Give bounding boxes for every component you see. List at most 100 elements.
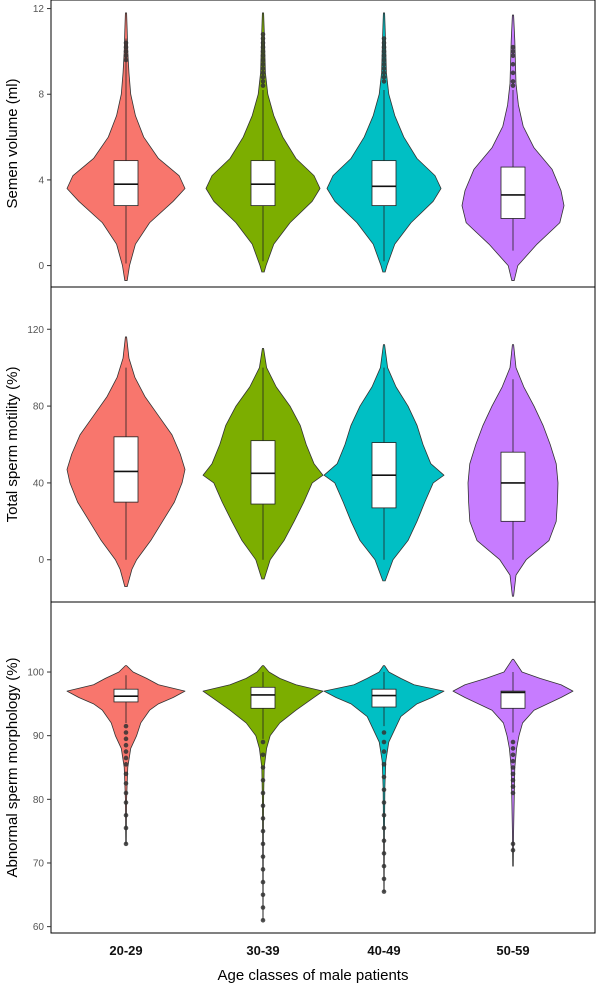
semen-volume-violins <box>66 12 565 281</box>
sperm-morphology-outlier-40-49 <box>381 825 387 831</box>
sperm-motility-y-tick-label: 120 <box>27 325 44 336</box>
sperm-motility-box-20-29 <box>113 436 139 503</box>
semen-volume-outlier-40-49 <box>381 79 387 84</box>
sperm-morphology-outlier-30-39 <box>260 905 266 910</box>
semen-volume-outlier-40-49 <box>381 66 387 71</box>
sperm-morphology-outlier-40-49 <box>381 876 387 882</box>
semen-volume-outlier-40-49 <box>381 61 387 67</box>
sperm-morphology-axis-label: Abnormal sperm morphology (%) <box>4 657 21 877</box>
semen-volume-outlier-30-39 <box>260 61 266 67</box>
sperm-morphology-box-50-59 <box>500 690 526 709</box>
sperm-morphology-box-30-39 <box>250 686 276 709</box>
semen-volume-y-tick-label: 4 <box>38 175 44 186</box>
sperm-morphology-outlier-30-39 <box>260 867 266 872</box>
semen-volume-outlier-40-49 <box>381 49 387 54</box>
sperm-morphology-outlier-50-59 <box>510 746 516 751</box>
semen-volume-outlier-50-59 <box>510 49 516 54</box>
sperm-morphology-outlier-20-29 <box>123 825 129 831</box>
sperm-morphology-outlier-30-39 <box>260 917 266 923</box>
sperm-morphology-outlier-40-49 <box>381 730 387 735</box>
sperm-motility-violins <box>66 336 559 597</box>
sperm-morphology-y-tick-label: 100 <box>27 668 44 679</box>
x-tick-label-30-39: 30-39 <box>246 943 279 958</box>
semen-volume-box-50-59 <box>500 166 526 219</box>
sperm-morphology-y-tick-label: 90 <box>33 731 45 742</box>
sperm-morphology-outlier-20-29 <box>123 730 129 735</box>
sperm-morphology-outlier-30-39 <box>260 790 266 796</box>
semen-volume-outlier-40-49 <box>381 44 387 50</box>
semen-volume-outlier-40-49 <box>381 36 387 41</box>
semen-volume-outlier-30-39 <box>260 31 266 37</box>
semen-volume-box-20-29 <box>113 160 139 207</box>
semen-volume-outlier-40-49 <box>381 74 387 80</box>
sperm-motility-y-ticks: 0 40 80 120 <box>27 325 51 566</box>
semen-volume-outlier-30-39 <box>260 74 266 80</box>
sperm-morphology-outlier-50-59 <box>510 790 516 796</box>
sperm-morphology-outlier-50-59 <box>510 847 516 853</box>
semen-volume-outlier-20-29 <box>123 57 129 63</box>
sperm-morphology-outlier-20-29 <box>123 812 129 818</box>
sperm-morphology-outlier-20-29 <box>123 800 129 805</box>
sperm-motility-y-tick-label: 80 <box>33 402 45 413</box>
x-tick-label-40-49: 40-49 <box>367 943 400 958</box>
semen-volume-outlier-40-49 <box>381 57 387 63</box>
sperm-morphology-outlier-50-59 <box>510 777 516 783</box>
sperm-motility-y-tick-label: 40 <box>33 478 45 489</box>
sperm-morphology-outlier-40-49 <box>381 812 387 818</box>
semen-volume-outlier-30-39 <box>260 66 266 71</box>
semen-volume-y-tick-label: 12 <box>33 4 45 15</box>
sperm-morphology-outlier-40-49 <box>381 787 387 793</box>
sperm-morphology-outlier-30-39 <box>260 892 266 898</box>
semen-volume-outlier-30-39 <box>260 70 266 76</box>
sperm-morphology-outlier-30-39 <box>260 777 266 783</box>
semen-volume-outlier-20-29 <box>123 44 129 50</box>
sperm-motility-box-30-39 <box>250 440 276 505</box>
semen-volume-outlier-30-39 <box>260 57 266 63</box>
sperm-morphology-box-40-49 <box>371 688 397 708</box>
semen-volume-outlier-50-59 <box>510 44 516 50</box>
x-tick-label-20-29: 20-29 <box>109 943 142 958</box>
sperm-morphology-outlier-50-59 <box>510 784 516 789</box>
sperm-morphology-y-tick-label: 80 <box>33 795 45 806</box>
semen-volume-outlier-50-59 <box>510 70 516 76</box>
sperm-morphology-outlier-30-39 <box>260 854 266 859</box>
sperm-morphology-outlier-20-29 <box>123 762 129 767</box>
semen-volume-axis-label: Semen volume (ml) <box>4 78 21 208</box>
semen-volume-outlier-30-39 <box>260 49 266 54</box>
semen-volume-outlier-20-29 <box>123 49 129 54</box>
semen-volume-outlier-50-59 <box>510 79 516 84</box>
sperm-morphology-outlier-30-39 <box>260 828 266 834</box>
sperm-morphology-outlier-30-39 <box>260 879 266 885</box>
sperm-morphology-outlier-20-29 <box>123 736 129 742</box>
sperm-morphology-outlier-50-59 <box>510 765 516 770</box>
sperm-morphology-outlier-40-49 <box>381 749 387 754</box>
semen-volume-y-tick-label: 0 <box>38 261 44 272</box>
semen-volume-box-40-49 <box>371 160 397 207</box>
sperm-motility-box-50-59 <box>500 451 526 522</box>
sperm-morphology-outlier-20-29 <box>123 771 129 777</box>
sperm-morphology-outlier-30-39 <box>260 739 266 745</box>
x-axis: 20-29 30-39 40-49 50-59 Age classes of m… <box>109 943 529 984</box>
semen-volume-outlier-50-59 <box>510 53 516 58</box>
sperm-morphology-violin-20-29 <box>66 665 186 845</box>
sperm-morphology-plot-frame <box>50 601 596 934</box>
sperm-morphology-outlier-50-59 <box>510 752 516 758</box>
sperm-morphology-outlier-20-29 <box>123 790 129 796</box>
sperm-morphology-outlier-40-49 <box>381 739 387 745</box>
semen-volume-outlier-30-39 <box>260 83 266 88</box>
sperm-morphology-y-tick-label: 70 <box>33 858 45 869</box>
semen-volume-outlier-30-39 <box>260 36 266 41</box>
semen-volume-box-30-39 <box>250 160 276 207</box>
sperm-morphology-outlier-40-49 <box>381 863 387 869</box>
sperm-morphology-y-tick-label: 60 <box>33 922 45 933</box>
sperm-morphology-outlier-30-39 <box>260 841 266 847</box>
sperm-morphology-outlier-30-39 <box>260 765 266 770</box>
sperm-morphology-outlier-40-49 <box>381 889 387 894</box>
sperm-morphology-panel: Abnormal sperm morphology (%) 60 70 80 90 10… <box>4 601 596 934</box>
sperm-morphology-violins <box>66 658 574 923</box>
sperm-morphology-outlier-50-59 <box>510 841 516 847</box>
sperm-morphology-outlier-40-49 <box>381 762 387 767</box>
semen-volume-outlier-20-29 <box>123 53 129 58</box>
sperm-morphology-outlier-40-49 <box>381 851 387 856</box>
semen-volume-outlier-40-49 <box>381 53 387 58</box>
